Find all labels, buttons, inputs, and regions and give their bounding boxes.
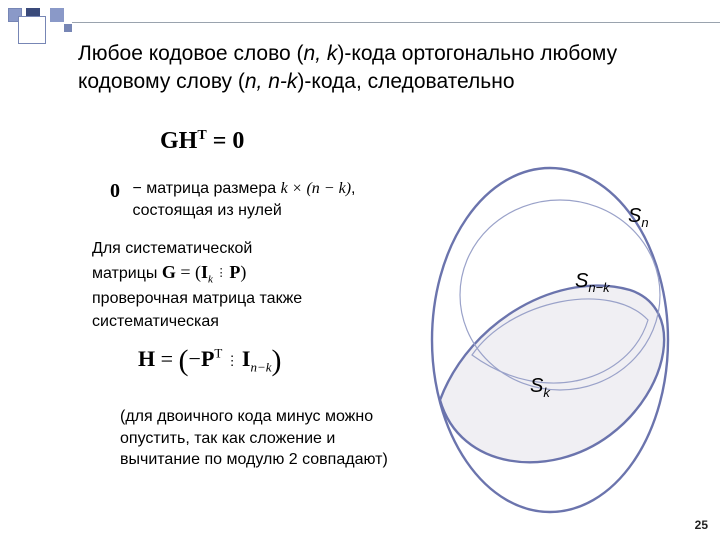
lbl-sn-sub: n (641, 215, 648, 230)
eq2-rp: ) (271, 344, 281, 377)
eq1-H: H (179, 128, 198, 154)
eq2-nk: n−k (250, 359, 271, 374)
slide: Любое кодовое слово (n, k)-кода ортогона… (0, 0, 720, 540)
zero-trail: состоящая из нулей (132, 202, 281, 219)
zero-comma: , (351, 180, 355, 197)
systematic-text: Для систематической матрицы G = (Ik ⋮ P)… (92, 238, 382, 333)
label-sk: Sk (530, 375, 550, 400)
heading: Любое кодовое слово (n, k)-кода ортогона… (78, 40, 678, 97)
geq-eq: = (176, 262, 195, 282)
geq-bar: ⋮ (213, 268, 230, 280)
lbl-s: S (530, 375, 543, 397)
venn-svg (400, 150, 700, 520)
lbl-sk-sub: k (543, 385, 550, 400)
lbl-snk-sub: n−k (588, 280, 609, 295)
zero-text: − матрица размера (132, 180, 280, 197)
g-equation: G = (Ik ⋮ P) (162, 262, 247, 282)
eq1-zero: 0 (232, 128, 244, 154)
heading-nnk: n, n-k (245, 70, 298, 93)
lbl-s: S (628, 205, 641, 227)
label-snk: Sn−k (575, 270, 610, 295)
eq2-minus: − (189, 346, 201, 371)
venn-diagram: Sn Sn−k Sk (400, 150, 700, 520)
eq2-bar: ⋮ (222, 353, 242, 368)
syst-line1: Для систематической (92, 240, 252, 257)
header-rule (72, 22, 720, 23)
heading-part: )-кода, следовательно (297, 70, 514, 93)
eq1-T: T (197, 128, 206, 143)
lbl-s: S (575, 270, 588, 292)
zero-symbol: 0 (110, 178, 128, 205)
geq-I: I (201, 262, 208, 282)
syst-line3: проверочная матрица также систематическа… (92, 290, 302, 329)
eq2-H: H (138, 346, 155, 371)
geq-P: P (229, 262, 240, 282)
zero-dims: k × (n − k) (281, 180, 351, 197)
eq1-G: G (160, 128, 179, 154)
zero-matrix-description: 0 − матрица размера k × (n − k), состоящ… (110, 178, 400, 221)
heading-nk: n, k (304, 42, 338, 65)
eq2-P: P (201, 346, 214, 371)
page-number: 25 (695, 518, 708, 532)
h-equation: H = (−PT ⋮ In−k) (138, 344, 281, 378)
eq2-eq: = (155, 346, 178, 371)
binary-note: (для двоичного кода минус можно опустить… (120, 406, 400, 471)
heading-part: Любое кодовое слово ( (78, 42, 304, 65)
equation-ght-zero: GHT = 0 (160, 128, 244, 155)
geq-rp: ) (240, 262, 246, 282)
label-sn: Sn (628, 205, 649, 230)
geq-G: G (162, 262, 176, 282)
eq2-lp: ( (179, 344, 189, 377)
syst-line2a: матрицы (92, 265, 162, 282)
eq1-eq: = (207, 128, 233, 154)
